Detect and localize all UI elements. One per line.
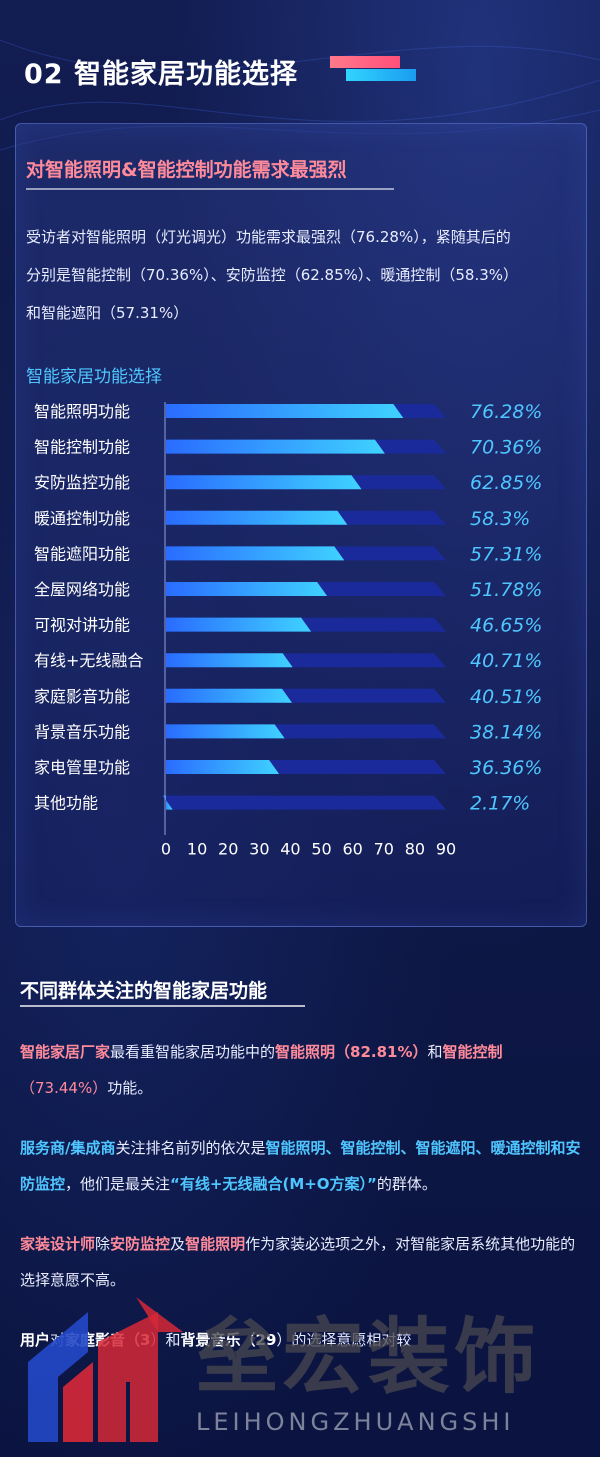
data-label: 70.36% <box>470 437 542 459</box>
highlight-text: 智能家居厂家 <box>20 1043 111 1061</box>
bar <box>166 760 280 774</box>
section2-title: 不同群体关注的智能家居功能 <box>20 980 268 1002</box>
paragraph-line: 和智能遮阳（57.31%） <box>26 304 189 322</box>
chart-card <box>15 123 587 927</box>
data-label: 51.78% <box>470 579 542 601</box>
body-text: 除 <box>95 1235 111 1253</box>
category-label: 可视对讲功能 <box>34 616 130 635</box>
highlight-text: 家装设计师 <box>20 1235 96 1253</box>
section2-title-underline <box>20 1005 305 1007</box>
category-label: 背景音乐功能 <box>34 722 130 741</box>
category-label: 安防监控功能 <box>34 473 130 492</box>
body-text: 功能。 <box>107 1079 153 1097</box>
paragraph-line: 受访者对智能照明（灯光调光）功能需求最强烈（76.28%），紧随其后的 <box>26 228 511 246</box>
x-tick-label: 60 <box>342 840 362 859</box>
body-text: 及 <box>170 1235 186 1253</box>
category-label: 暖通控制功能 <box>34 509 130 528</box>
bar <box>166 688 293 703</box>
data-label: 46.65% <box>470 615 542 637</box>
data-label: 58.3% <box>470 508 530 530</box>
body-text: 和 <box>427 1043 443 1061</box>
highlight-text: 背景音乐（29 <box>180 1331 277 1349</box>
category-label: 其他功能 <box>34 794 98 813</box>
body-text: 最看重智能家居功能中的 <box>110 1043 276 1061</box>
bar <box>166 582 328 596</box>
x-tick-label: 50 <box>311 840 331 859</box>
bar <box>166 404 404 418</box>
bar <box>166 546 345 561</box>
category-label: 智能遮阳功能 <box>34 544 130 563</box>
highlight-text: 智能照明（82.81%） <box>275 1043 428 1061</box>
bar <box>166 439 385 454</box>
bar <box>166 653 293 668</box>
x-tick-label: 80 <box>405 840 425 859</box>
watermark-brand-cn: 垒宏装饰 <box>196 1310 541 1405</box>
data-label: 2.17% <box>470 793 530 815</box>
data-label: 40.51% <box>470 686 542 708</box>
highlight-text: 智能控制 <box>442 1043 503 1061</box>
bar <box>166 475 362 490</box>
body-text: ）的选择意愿相对较 <box>276 1331 412 1349</box>
audience-paragraph-integrator: 服务商/集成商关注排名前列的依次是智能照明、智能控制、智能遮阳、暖通控制和安防监… <box>20 1130 585 1202</box>
data-label: 38.14% <box>470 721 542 743</box>
bar <box>166 617 312 632</box>
chart-title: 智能家居功能选择 <box>26 367 162 387</box>
x-tick-label: 40 <box>280 840 300 859</box>
highlight-text: 智能照明 <box>185 1235 246 1253</box>
data-label: 40.71% <box>470 650 542 672</box>
highlight-text: 用户 <box>20 1331 51 1349</box>
highlight-text: 安防监控 <box>110 1235 171 1253</box>
bar-track <box>166 795 446 810</box>
audience-paragraph-manufacturer: 智能家居厂家最看重智能家居功能中的智能照明（82.81%）和智能控制 （73.44… <box>20 1034 585 1106</box>
highlight-text: （73.44%） <box>20 1079 108 1097</box>
x-tick-label: 70 <box>374 840 394 859</box>
data-label: 76.28% <box>470 401 542 423</box>
body-text: ，他们是最关注 <box>65 1175 171 1193</box>
title-accent-bars <box>330 56 416 84</box>
x-tick-label: 10 <box>187 840 207 859</box>
body-text: 的群体。 <box>376 1175 437 1193</box>
x-tick-label: 30 <box>249 840 269 859</box>
card-heading: 对智能照明&智能控制功能需求最强烈 <box>26 159 347 181</box>
title-accent-pink <box>330 56 400 68</box>
audience-paragraph-designer: 家装设计师除安防监控及智能照明作为家装必选项之外，对智能家居系统其他功能的选择意… <box>20 1226 585 1298</box>
category-label: 全屋网络功能 <box>34 580 130 599</box>
highlight-text: “有线+无线融合(M+O方案）” <box>170 1175 377 1193</box>
bar <box>166 510 348 525</box>
category-label: 家电管里功能 <box>34 758 130 777</box>
category-label: 有线+无线融合 <box>34 651 143 670</box>
lh-logo-icon <box>28 1297 183 1442</box>
body-text: 关注排名前列的依次是 <box>115 1139 266 1157</box>
card-heading-underline <box>26 188 394 190</box>
page-title: 02 智能家居功能选择 <box>24 59 298 90</box>
category-label: 家庭影音功能 <box>34 687 130 706</box>
data-label: 62.85% <box>470 472 542 494</box>
body-text: 作为家装必选项之外，对智能家居系统其他功能的选择意愿不高。 <box>20 1235 576 1289</box>
x-tick-label: 90 <box>436 840 456 859</box>
paragraph-line: 分别是智能控制（70.36%）、安防监控（62.85%）、暖通控制（58.3%） <box>26 266 519 284</box>
highlight-text: 智能照明、智能控制、智能遮阳、暖通控制和安防监控 <box>20 1139 581 1193</box>
data-label: 36.36% <box>470 757 542 779</box>
bar-chart: 智能照明功能 76.28% 智能控制功能 70.36% 安防监控功能 62.85% 暖通控制… <box>34 401 542 859</box>
card-paragraph: 受访者对智能照明（灯光调光）功能需求最强烈（76.28%），紧随其后的 分别是智… <box>26 218 578 332</box>
highlight-text: 服务商/集成商 <box>20 1139 116 1157</box>
x-tick-label: 0 <box>161 840 171 859</box>
title-accent-cyan <box>346 69 416 81</box>
x-tick-label: 20 <box>218 840 238 859</box>
bar <box>166 724 285 739</box>
watermark-brand-en: LEIHONGZHUANGSHI <box>196 1408 515 1436</box>
category-label: 智能控制功能 <box>34 438 130 457</box>
data-label: 57.31% <box>470 543 542 565</box>
category-label: 智能照明功能 <box>34 402 130 421</box>
